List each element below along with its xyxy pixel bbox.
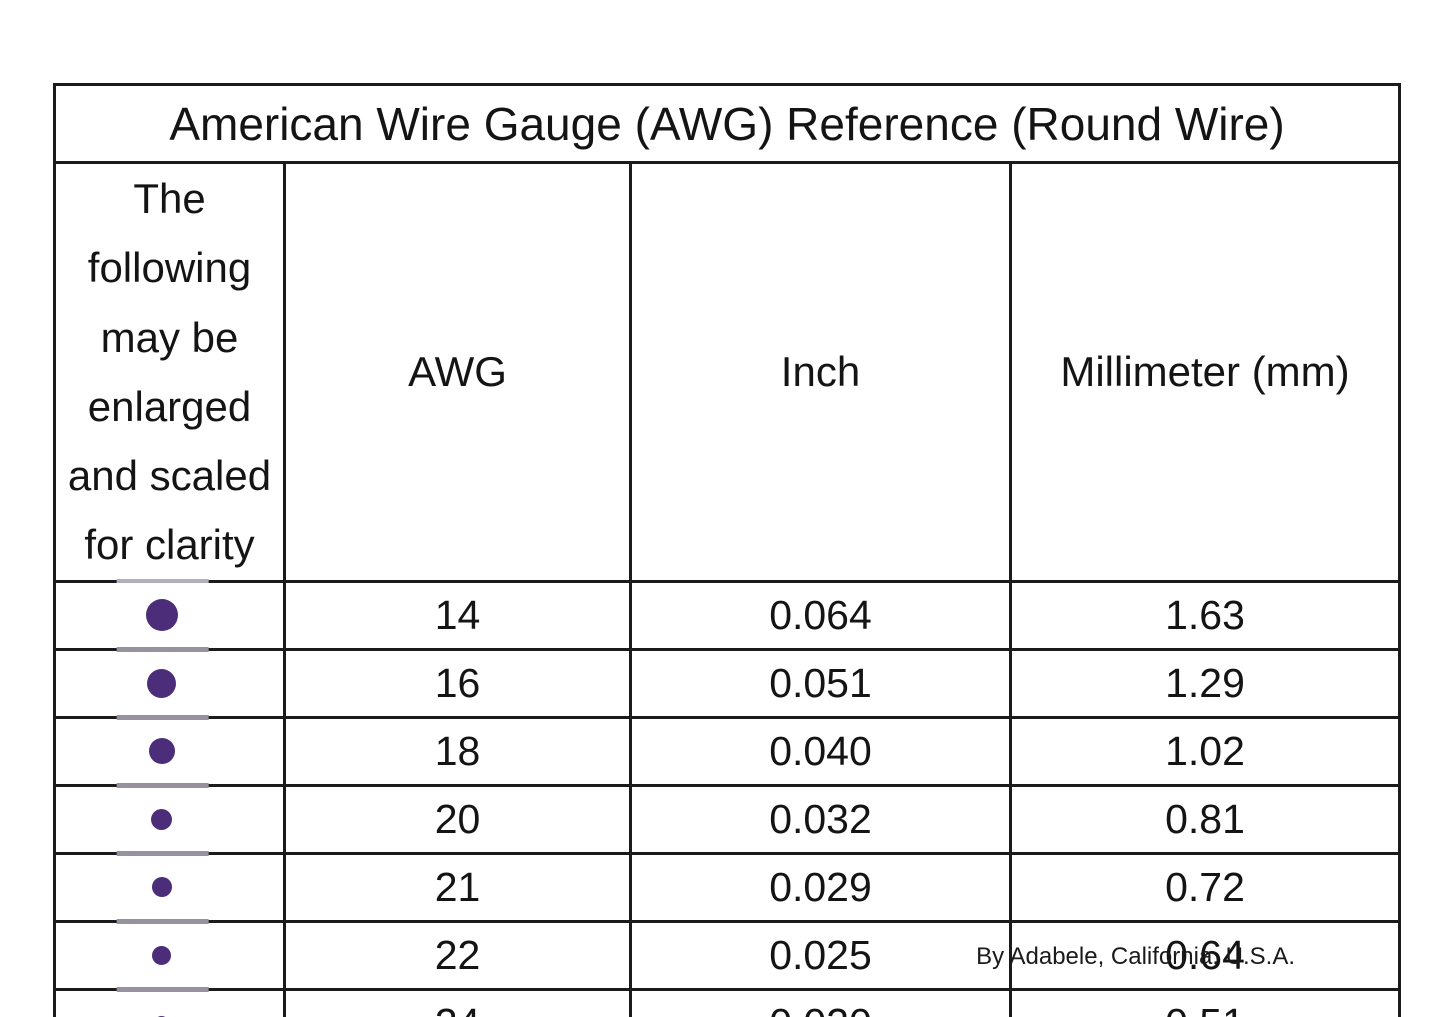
table-row: 22 0.025 0.64 [53,919,1402,991]
credit-text: By Adabele, California, U.S.A. [976,943,1295,970]
mm-value: 1.63 [1008,579,1402,651]
awg-value: 24 [283,987,632,1017]
wire-dot-icon [154,1015,169,1017]
wire-dot-icon [145,599,178,632]
table-row: 24 0.020 0.51 [53,987,1402,1017]
wire-size-dot-cell [53,919,286,991]
wire-size-dot-cell [53,783,286,855]
mm-value: 0.51 [1008,987,1402,1017]
column-header-awg: AWG [283,161,632,583]
scaling-note: The following may be enlarged and scaled… [53,161,286,583]
mm-value: 1.02 [1008,715,1402,787]
table-title: American Wire Gauge (AWG) Reference (Rou… [52,83,1402,164]
awg-reference-table: American Wire Gauge (AWG) Reference (Rou… [52,83,1402,1017]
wire-dot-icon [147,668,176,698]
inch-value: 0.040 [629,715,1012,787]
table-row: 18 0.040 1.02 [53,715,1402,787]
table-row: 16 0.051 1.29 [53,647,1402,719]
awg-value: 16 [283,647,632,719]
awg-value: 20 [283,783,632,855]
wire-size-dot-cell [53,851,286,923]
title-row: American Wire Gauge (AWG) Reference (Rou… [52,83,1402,164]
mm-value: 0.72 [1008,851,1402,923]
column-header-mm: Millimeter (mm) [1008,161,1402,583]
column-header-inch: Inch [629,161,1012,583]
wire-size-dot-cell [53,647,286,719]
wire-dot-icon [151,808,172,830]
wire-size-dot-cell [53,987,286,1017]
inch-value: 0.064 [629,579,1012,651]
header-row: The following may be enlarged and scaled… [53,161,1402,583]
wire-dot-icon [152,945,171,965]
inch-value: 0.032 [629,783,1012,855]
mm-value: 0.64 [1008,919,1402,991]
inch-value: 0.051 [629,647,1012,719]
wire-size-dot-cell [53,715,286,787]
inch-value: 0.029 [629,851,1012,923]
wire-size-dot-cell [53,579,286,651]
awg-value: 21 [283,851,632,923]
table-row: 21 0.029 0.72 [53,851,1402,923]
inch-value: 0.020 [629,987,1012,1017]
mm-value: 1.29 [1008,647,1402,719]
mm-value: 0.81 [1008,783,1402,855]
awg-value: 18 [283,715,632,787]
awg-value: 22 [283,919,632,991]
table-row: 14 0.064 1.63 [53,579,1402,651]
wire-dot-icon [148,738,175,765]
wire-dot-icon [151,877,172,898]
inch-value: 0.025 [629,919,1012,991]
awg-value: 14 [283,579,632,651]
table-row: 20 0.032 0.81 [53,783,1402,855]
